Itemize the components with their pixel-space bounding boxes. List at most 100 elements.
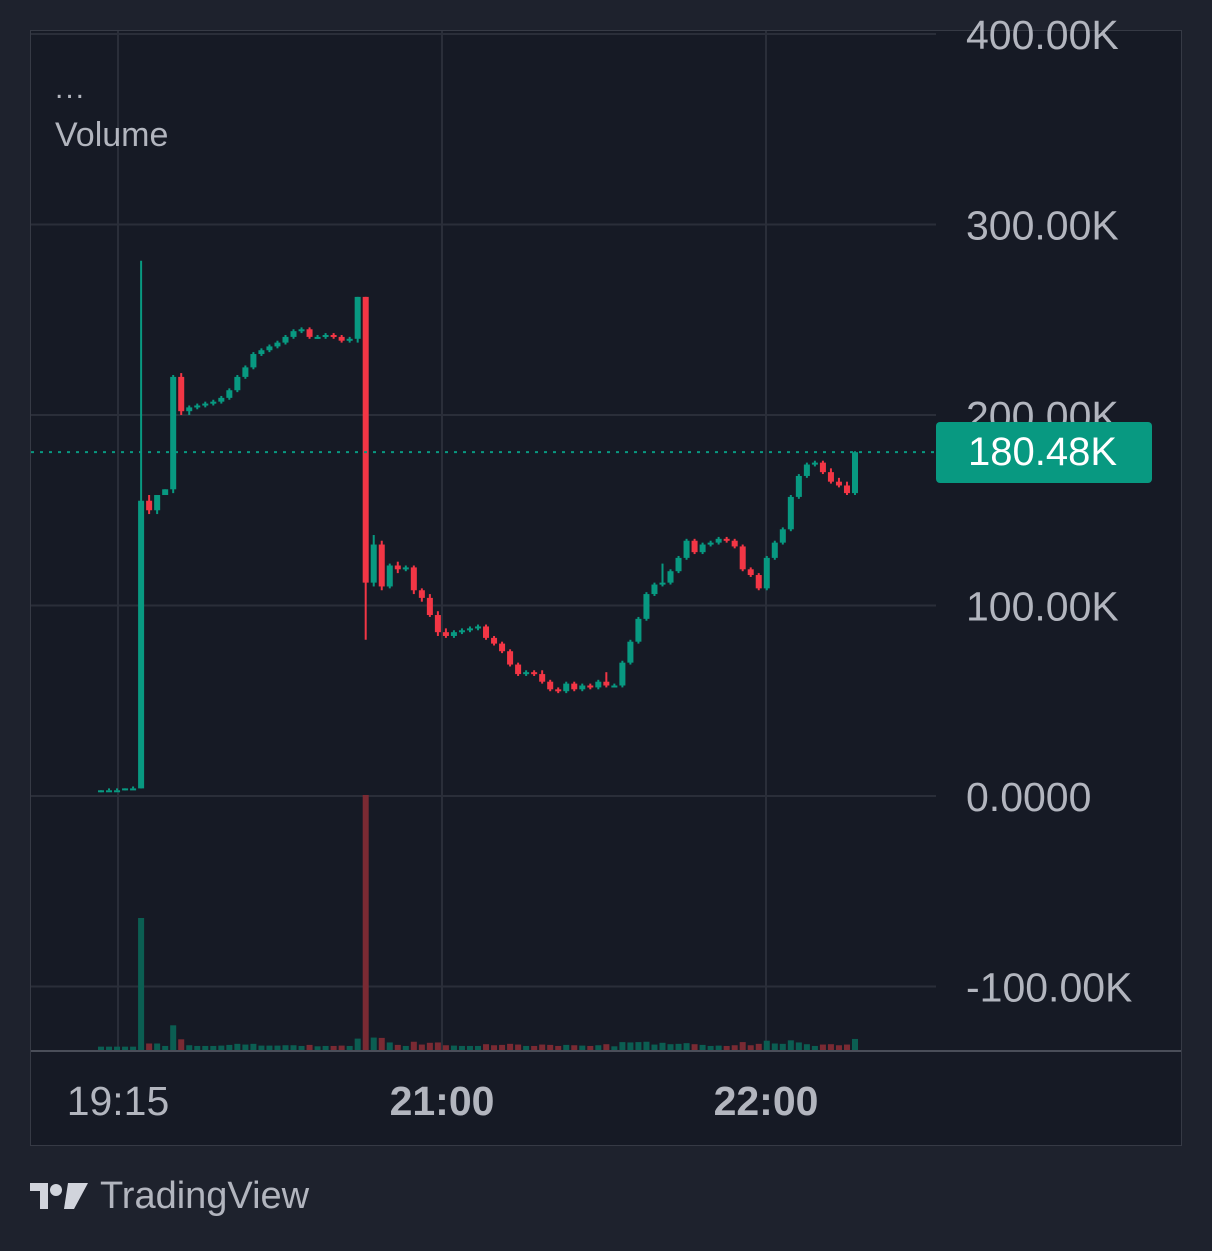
volume-bar — [234, 1043, 241, 1050]
candle-body — [627, 641, 634, 663]
candle-body — [483, 626, 490, 638]
volume-bar — [843, 1044, 850, 1050]
volume-bar — [306, 1044, 313, 1050]
volume-bar — [218, 1045, 225, 1050]
volume-bar — [563, 1044, 570, 1050]
candle-body — [426, 597, 433, 616]
volume-bar — [763, 1040, 770, 1050]
candle-body — [747, 569, 754, 576]
volume-bar — [146, 1043, 153, 1050]
volume-bar — [803, 1044, 810, 1050]
volume-bar — [418, 1044, 425, 1050]
candle-body — [210, 401, 217, 404]
candle-body — [811, 462, 818, 465]
volume-bar — [651, 1044, 658, 1050]
price-axis: 400.00K300.00K200.00K100.00K0.0000-100.0… — [966, 12, 1132, 1011]
volume-bar — [499, 1044, 506, 1050]
candle-body — [699, 544, 706, 553]
volume-bar — [835, 1045, 842, 1050]
candle-body — [434, 615, 441, 633]
candle-body — [418, 590, 425, 598]
candle-body — [442, 632, 449, 636]
volume-bar — [450, 1045, 457, 1050]
volume-bar — [819, 1044, 826, 1050]
candle-body — [466, 628, 473, 631]
volume-bar — [402, 1045, 409, 1050]
volume-bar — [523, 1045, 530, 1050]
candle-body — [755, 575, 762, 589]
candle-body — [378, 544, 385, 587]
volume-bar — [210, 1045, 217, 1050]
candle-body — [659, 582, 666, 585]
candle-body — [138, 500, 145, 789]
candle-body — [450, 632, 457, 636]
legend-more[interactable]: ... — [55, 72, 87, 105]
candle-body — [234, 376, 241, 391]
candle-body — [491, 637, 498, 644]
candle-body — [635, 618, 642, 642]
volume-bar — [723, 1045, 730, 1050]
candle-body — [851, 452, 859, 494]
y-tick-label: 100.00K — [966, 584, 1119, 630]
candle-body — [603, 681, 610, 686]
candle-body — [707, 542, 714, 545]
y-tick-label: 300.00K — [966, 203, 1119, 249]
volume-bar — [362, 795, 369, 1050]
candle-body — [322, 334, 329, 337]
tradingview-brand[interactable]: TradingView — [30, 1174, 309, 1218]
volume-bar — [282, 1045, 289, 1050]
brand-name: TradingView — [100, 1174, 310, 1217]
candle-body — [218, 397, 225, 402]
candle-body — [346, 338, 353, 341]
volume-bar — [699, 1044, 706, 1050]
volume-bar — [122, 1046, 129, 1050]
volume-bar — [787, 1040, 794, 1050]
candle-body — [739, 546, 746, 570]
candle-body — [194, 405, 201, 408]
candle-body — [587, 685, 594, 688]
candle-body — [250, 354, 257, 368]
volume-bar — [755, 1043, 762, 1050]
candle-body — [370, 544, 377, 583]
candle-body — [186, 407, 193, 412]
candle-body — [515, 664, 522, 675]
candle-body — [827, 472, 834, 482]
candle-body — [771, 542, 778, 558]
volume-bar — [186, 1045, 193, 1050]
time-axis: 19:15 21:00 22:00 — [67, 1078, 819, 1124]
volume-bar — [178, 1039, 185, 1050]
volume-bar — [747, 1045, 754, 1050]
volume-bar — [274, 1045, 281, 1050]
volume-bar — [555, 1045, 562, 1050]
volume-bar — [202, 1045, 209, 1050]
candle-body — [715, 538, 722, 543]
candlestick-series — [97, 260, 859, 793]
volume-bar — [426, 1042, 433, 1050]
volume-bar — [627, 1042, 634, 1050]
candle-body — [731, 540, 738, 547]
x-tick-label: 21:00 — [390, 1078, 495, 1124]
candle-body — [402, 567, 409, 570]
volume-bar — [779, 1043, 786, 1050]
candle-body — [154, 495, 161, 511]
candle-body — [242, 367, 249, 377]
volume-bar — [539, 1044, 546, 1050]
candle-body — [474, 626, 482, 629]
candle-body — [667, 571, 674, 583]
y-tick-label: -100.00K — [966, 965, 1132, 1011]
candle-body — [523, 672, 530, 675]
x-tick-label: 22:00 — [714, 1078, 819, 1124]
volume-bar — [266, 1045, 273, 1050]
candle-body — [410, 567, 417, 591]
volume-bar — [378, 1037, 385, 1050]
legend-volume-label[interactable]: Volume — [55, 116, 169, 154]
candle-body — [643, 594, 650, 619]
volume-bar — [603, 1044, 610, 1050]
volume-bar — [114, 1046, 121, 1050]
volume-bar — [795, 1042, 802, 1050]
y-tick-label: 400.00K — [966, 12, 1119, 58]
volume-bar — [571, 1045, 578, 1050]
volume-bar — [827, 1044, 834, 1050]
volume-bar — [370, 1037, 377, 1050]
